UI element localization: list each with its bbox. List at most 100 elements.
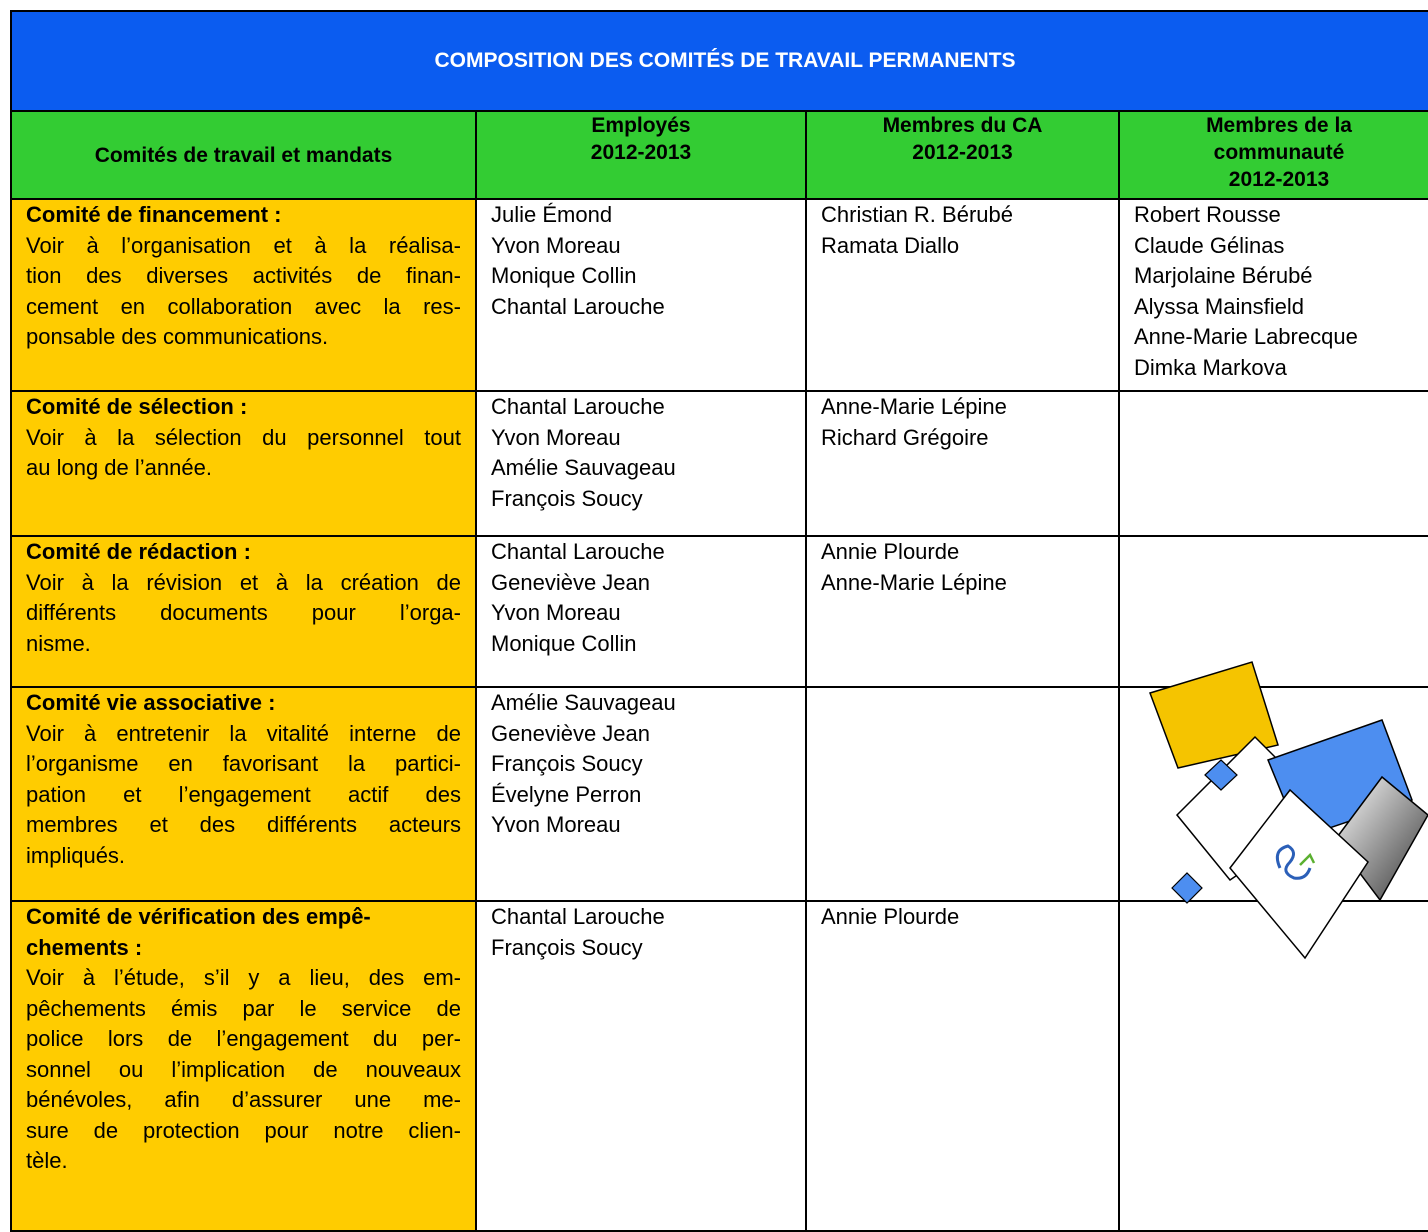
board-cell: Annie Plourde: [805, 900, 1120, 1232]
committee-cell: Comité de vérification des empê-chements…: [10, 900, 477, 1232]
header-line: 2012-2013: [912, 141, 1013, 164]
board-cell: Anne-Marie Lépine Richard Grégoire: [805, 390, 1120, 537]
committee-name: Comité de sélection :: [26, 394, 248, 419]
committee-name: Comité de financement :: [26, 202, 282, 227]
member-name: Monique Collin: [491, 263, 637, 288]
committee-name: chements :: [26, 934, 143, 960]
employees-cell: Chantal Larouche Geneviève Jean Yvon Morea…: [475, 535, 807, 688]
header-row: Comités de travail et mandats Employés 201…: [10, 110, 1428, 200]
member-name: Ramata Diallo: [821, 232, 960, 258]
committee-cell: Comité vie associative : Voir à entreteni…: [10, 686, 477, 902]
member-name: Yvon Moreau: [491, 812, 621, 837]
header-line: communauté: [1213, 141, 1345, 164]
employees-cell: Julie Émond Yvon Moreau Monique Collin Chan…: [475, 198, 807, 392]
committee-row: Comité de rédaction : Voir à la révision …: [10, 535, 1428, 688]
community-cell: [1117, 390, 1428, 537]
column-header: Employés 2012-2013: [475, 110, 807, 200]
committee-mandate: pêchements émis par le service de: [26, 995, 461, 1021]
committee-row: Comité de sélection : Voir à la sélection…: [10, 390, 1428, 537]
member-name: Anne-Marie Lépine: [821, 394, 1007, 419]
committee-mandate: Voir à l’organisation et à la réalisa-: [26, 232, 461, 258]
member-name: François Soucy: [491, 485, 643, 511]
committee-mandate: Voir à la révision et à la création de: [26, 569, 461, 595]
title-row: COMPOSITION DES COMITÉS DE TRAVAIL PERMA…: [9, 10, 1428, 112]
member-name: Claude Gélinas: [1134, 232, 1285, 258]
committee-row: Comité de vérification des empê-chements…: [10, 900, 1428, 1232]
member-name: Yvon Moreau: [491, 424, 621, 450]
member-name: Richard Grégoire: [821, 424, 989, 450]
header-line: 2012-2013: [590, 141, 692, 164]
member-name: Chantal Larouche: [491, 539, 665, 564]
committee-mandate: police lors de l’engagement du per-: [26, 1026, 461, 1051]
header-line: Membres de la: [1206, 114, 1352, 137]
member-name: Robert Rousse: [1134, 202, 1281, 227]
column-header: Membres du CA 2012-2013: [805, 110, 1120, 200]
header-line: 2012-2013: [1228, 168, 1330, 191]
member-name: Amélie Sauvageau: [491, 455, 676, 480]
table-body: COMPOSITION DES COMITÉS DE TRAVAIL PERMA…: [9, 10, 1428, 1232]
committee-mandate: pation et l’engagement actif des: [26, 781, 461, 807]
committee-mandate: bénévoles, afin d’assurer une me-: [26, 1087, 461, 1112]
committee-cell: Comité de sélection : Voir à la sélection…: [10, 390, 477, 537]
member-name: Marjolaine Bérubé: [1134, 263, 1313, 288]
committee-row: Comité vie associative : Voir à entreteni…: [10, 686, 1428, 902]
header-line: Membres du CA: [882, 114, 1043, 137]
header-line: Comités de travail et mandats: [94, 143, 393, 167]
committee-mandate: Voir à l’étude, s’il y a lieu, des em-: [26, 965, 461, 990]
community-cell: [1117, 686, 1428, 902]
committee-name: Comité de rédaction :: [26, 539, 251, 564]
employees-cell: Chantal Larouche François Soucy: [475, 900, 807, 1232]
member-name: Chantal Larouche: [491, 293, 665, 319]
member-name: Geneviève Jean: [491, 569, 650, 595]
table-title: COMPOSITION DES COMITÉS DE TRAVAIL PERMA…: [9, 10, 1428, 112]
member-name: François Soucy: [491, 751, 643, 776]
committee-cell: Comité de financement : Voir à l’organisa…: [10, 198, 477, 392]
member-name: Chantal Larouche: [491, 394, 665, 419]
committee-mandate: l’organisme en favorisant la partici-: [26, 751, 461, 776]
member-name: François Soucy: [491, 934, 643, 960]
member-name: Évelyne Perron: [491, 781, 642, 807]
board-cell: Annie Plourde Anne-Marie Lépine: [805, 535, 1120, 688]
committee-mandate: différents documents pour l’orga-: [26, 600, 461, 625]
community-cell: Robert Rousse Claude Gélinas Marjolaine Bé…: [1117, 198, 1428, 392]
column-header: Membres de la communauté 2012-2013: [1117, 110, 1428, 200]
board-cell: [805, 686, 1120, 902]
member-name: Yvon Moreau: [491, 232, 621, 258]
employees-cell: Amélie Sauvageau Geneviève Jean François S…: [475, 686, 807, 902]
committee-mandate: Voir à la sélection du personnel tout: [26, 424, 461, 450]
member-name: Amélie Sauvageau: [491, 690, 676, 715]
committee-table: COMPOSITION DES COMITÉS DE TRAVAIL PERMA…: [9, 10, 1428, 1232]
committee-mandate: Voir à entretenir la vitalité interne de: [26, 720, 461, 746]
committee-mandate: cement en collaboration avec la res-: [26, 293, 461, 319]
committee-mandate: impliqués.: [26, 842, 126, 868]
committee-mandate: membres et des différents acteurs: [26, 812, 461, 837]
header-line: Employés: [591, 114, 691, 137]
member-name: Chantal Larouche: [491, 904, 665, 929]
committee-mandate: au long de l’année.: [26, 455, 212, 480]
committee-mandate: nisme.: [26, 630, 91, 656]
committee-cell: Comité de rédaction : Voir à la révision …: [10, 535, 477, 688]
committee-mandate: sonnel ou l’implication de nouveaux: [26, 1056, 461, 1082]
member-name: Dimka Markova: [1134, 354, 1287, 380]
committee-mandate: ponsable des communications.: [26, 324, 329, 349]
member-name: Julie Émond: [491, 202, 613, 227]
member-name: Annie Plourde: [821, 904, 960, 929]
employees-cell: Chantal Larouche Yvon Moreau Amélie Sauvag…: [475, 390, 807, 537]
member-name: Anne-Marie Labrecque: [1134, 324, 1358, 349]
committee-mandate: sure de protection pour notre clien-: [26, 1117, 461, 1143]
member-name: Monique Collin: [491, 630, 637, 656]
committee-mandate: tion des diverses activités de finan-: [26, 263, 461, 288]
committee-name: Comité de vérification des empê-: [26, 904, 371, 929]
member-name: Alyssa Mainsfield: [1134, 293, 1304, 319]
board-cell: Christian R. Bérubé Ramata Diallo: [805, 198, 1120, 392]
member-name: Yvon Moreau: [491, 600, 621, 625]
committee-name: Comité vie associative :: [26, 690, 276, 715]
committee-row: Comité de financement : Voir à l’organisa…: [10, 198, 1428, 392]
column-header: Comités de travail et mandats: [10, 110, 477, 200]
committee-mandate: tèle.: [26, 1148, 68, 1173]
community-cell: [1117, 535, 1428, 688]
member-name: Anne-Marie Lépine: [821, 569, 1007, 595]
member-name: Christian R. Bérubé: [821, 202, 1013, 227]
community-cell: [1117, 900, 1428, 1232]
